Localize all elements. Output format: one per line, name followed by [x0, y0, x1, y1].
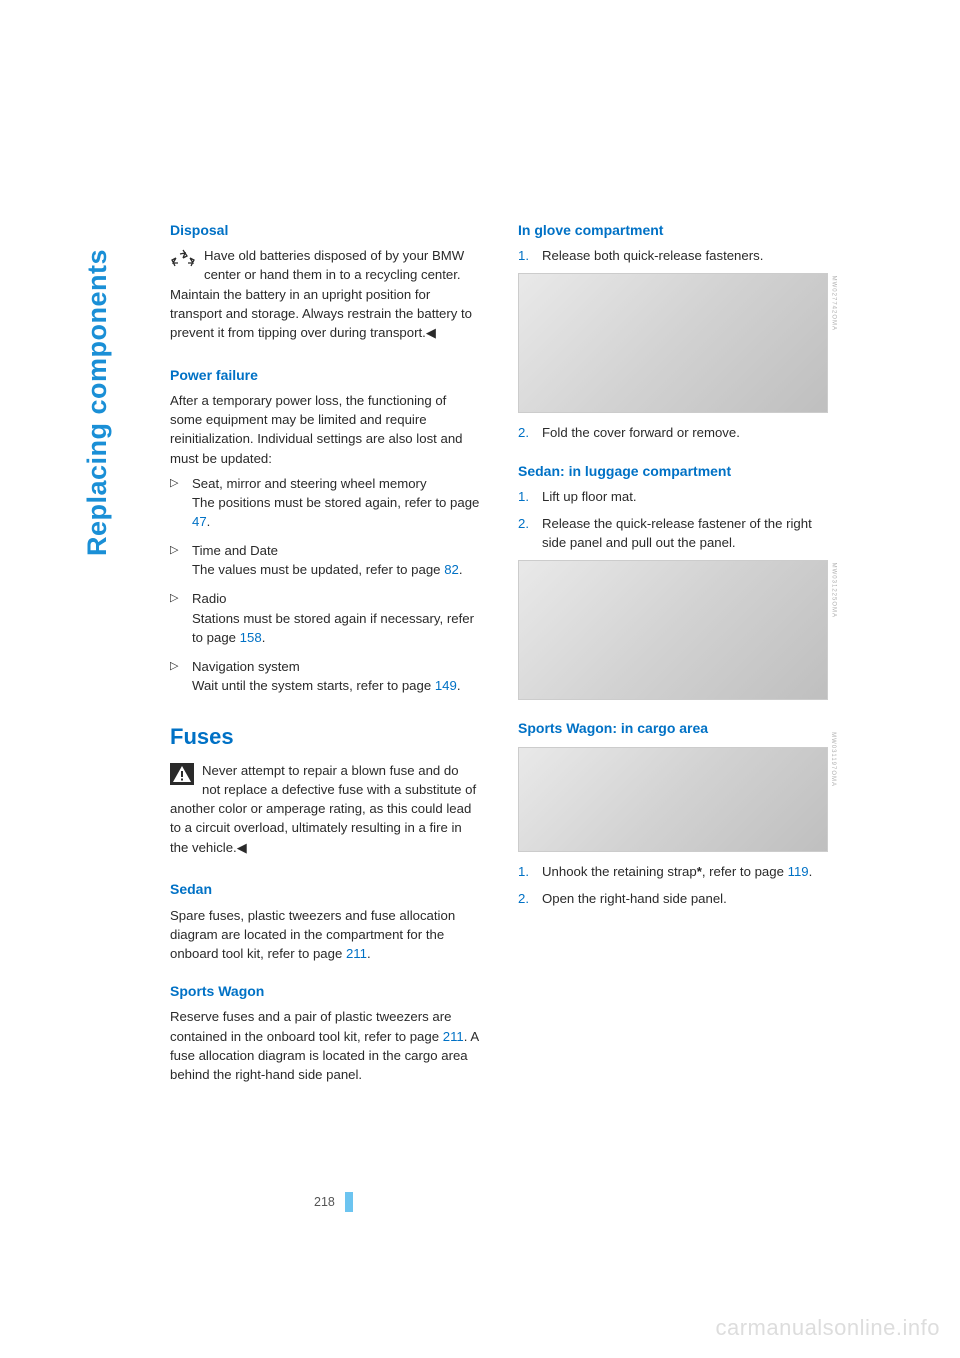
right-column: In glove compartment 1. Release both quic… — [518, 220, 828, 1088]
step-text: Fold the cover forward or remove. — [542, 423, 740, 442]
step-text: Release both quick-release fasteners. — [542, 246, 763, 265]
list-item: ▷ Radio Stations must be stored again if… — [170, 589, 480, 646]
watermark: carmanualsonline.info — [715, 1312, 940, 1344]
page-ref[interactable]: 82 — [444, 562, 459, 577]
sedan-body-b: . — [367, 946, 371, 961]
step-item: 2. Fold the cover forward or remove. — [518, 423, 828, 442]
step-number: 2. — [518, 423, 532, 442]
bullet-icon: ▷ — [170, 541, 182, 579]
page-ref[interactable]: 119 — [788, 864, 809, 879]
page-ref[interactable]: 149 — [435, 678, 457, 693]
step-number: 1. — [518, 862, 532, 881]
list-item: ▷ Navigation system Wait until the syste… — [170, 657, 480, 695]
glove-steps-bottom: 2. Fold the cover forward or remove. — [518, 423, 828, 442]
image-code: MW031225OMA — [828, 563, 837, 618]
bullet-icon: ▷ — [170, 589, 182, 646]
step-item: 1. Unhook the retaining strap*, refer to… — [518, 862, 828, 881]
power-failure-intro: After a temporary power loss, the functi… — [170, 391, 480, 468]
item-desc-end: . — [207, 514, 211, 529]
heading-fuses: Fuses — [170, 721, 480, 753]
step-number: 2. — [518, 889, 532, 908]
item-desc: Stations must be stored again if necessa… — [192, 611, 474, 645]
item-title: Seat, mirror and steering wheel memory — [192, 476, 427, 491]
fuses-warning-text: Never attempt to repair a blown fuse and… — [170, 763, 476, 855]
power-failure-list: ▷ Seat, mirror and steering wheel memory… — [170, 474, 480, 695]
sports-wagon-body: Reserve fuses and a pair of plastic twee… — [170, 1007, 480, 1084]
page-marker — [345, 1192, 353, 1212]
page-ref[interactable]: 158 — [240, 630, 262, 645]
item-title: Time and Date — [192, 543, 278, 558]
step-text-a: Unhook the retaining strap — [542, 864, 697, 879]
glove-compartment-image: MW027742OMA — [518, 273, 828, 413]
sedan-body: Spare fuses, plastic tweezers and fuse a… — [170, 906, 480, 963]
step-item: 1. Release both quick-release fasteners. — [518, 246, 828, 265]
heading-sedan: Sedan — [170, 879, 480, 899]
step-item: 1. Lift up floor mat. — [518, 487, 828, 506]
item-title: Navigation system — [192, 659, 300, 674]
step-number: 1. — [518, 246, 532, 265]
step-text: Open the right-hand side panel. — [542, 889, 727, 908]
item-desc: Wait until the system starts, refer to p… — [192, 678, 435, 693]
item-desc-end: . — [262, 630, 266, 645]
end-mark-icon: ◀ — [237, 839, 247, 858]
step-number: 1. — [518, 487, 532, 506]
page-ref[interactable]: 211 — [443, 1029, 464, 1044]
item-desc-end: . — [457, 678, 461, 693]
heading-sedan-luggage: Sedan: in luggage compartment — [518, 461, 828, 481]
item-title: Radio — [192, 591, 226, 606]
step-item: 2. Release the quick-release fastener of … — [518, 514, 828, 552]
page-ref[interactable]: 47 — [192, 514, 207, 529]
heading-power-failure: Power failure — [170, 365, 480, 385]
page-ref[interactable]: 211 — [346, 946, 367, 961]
bullet-icon: ▷ — [170, 474, 182, 531]
sedan-luggage-steps: 1. Lift up floor mat. 2. Release the quick… — [518, 487, 828, 552]
list-item: ▷ Seat, mirror and steering wheel memory… — [170, 474, 480, 531]
heading-glove: In glove compartment — [518, 220, 828, 240]
warning-icon — [170, 763, 194, 785]
page-number: 218 — [314, 1193, 335, 1211]
heading-sports-wagon: Sports Wagon — [170, 981, 480, 1001]
heading-disposal: Disposal — [170, 220, 480, 240]
bullet-icon: ▷ — [170, 657, 182, 695]
end-mark-icon: ◀ — [426, 324, 436, 343]
page-number-wrap: 218 — [314, 1192, 353, 1212]
step-number: 2. — [518, 514, 532, 552]
disposal-body: Have old batteries disposed of by your B… — [170, 246, 480, 343]
image-code: MW031197OMA — [828, 732, 837, 787]
step-text-c: . — [809, 864, 813, 879]
image-code: MW027742OMA — [828, 276, 837, 331]
item-desc-end: . — [459, 562, 463, 577]
fuses-warning: Never attempt to repair a blown fuse and… — [170, 761, 480, 858]
cargo-steps: 1. Unhook the retaining strap*, refer to… — [518, 862, 828, 908]
luggage-compartment-image: MW031225OMA — [518, 560, 828, 700]
step-text: Release the quick-release fastener of th… — [542, 514, 828, 552]
page-content: Disposal Have old batteries disposed of … — [170, 220, 830, 1088]
heading-cargo: Sports Wagon: in cargo area — [518, 718, 828, 738]
cargo-area-image: MW031197OMA — [518, 747, 828, 852]
step-text-b: , refer to page — [702, 864, 788, 879]
step-text: Lift up floor mat. — [542, 487, 637, 506]
list-item: ▷ Time and Date The values must be updat… — [170, 541, 480, 579]
step-item: 2. Open the right-hand side panel. — [518, 889, 828, 908]
sw-body-a: Reserve fuses and a pair of plastic twee… — [170, 1009, 451, 1043]
section-side-label: Replacing components — [78, 249, 117, 556]
item-desc: The positions must be stored again, refe… — [192, 495, 479, 510]
sedan-body-a: Spare fuses, plastic tweezers and fuse a… — [170, 908, 455, 961]
left-column: Disposal Have old batteries disposed of … — [170, 220, 480, 1088]
item-desc: The values must be updated, refer to pag… — [192, 562, 444, 577]
recycle-icon — [170, 248, 196, 270]
glove-steps-top: 1. Release both quick-release fasteners. — [518, 246, 828, 265]
